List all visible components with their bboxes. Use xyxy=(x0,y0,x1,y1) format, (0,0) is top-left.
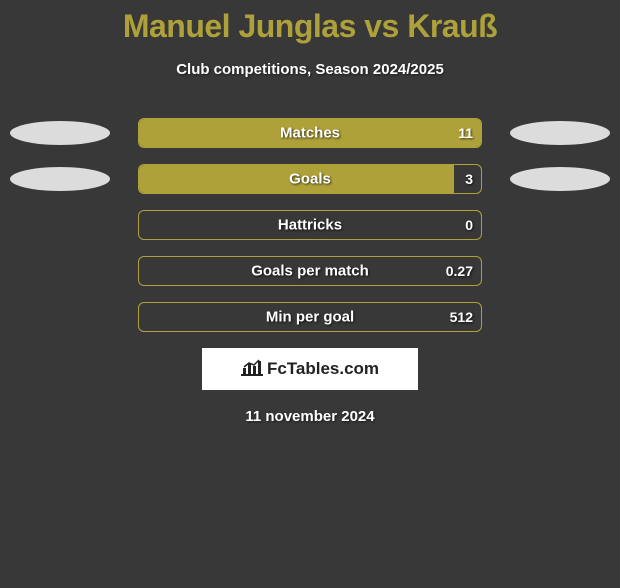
stat-label: Goals per match xyxy=(139,263,481,280)
stat-bar: Hattricks0 xyxy=(138,210,482,240)
date-label: 11 november 2024 xyxy=(0,408,620,425)
stat-bar: Matches11 xyxy=(138,118,482,148)
stat-row: Matches11 xyxy=(0,118,620,148)
logo-text: FcTables.com xyxy=(267,359,379,379)
stat-value: 512 xyxy=(450,309,473,325)
chart-icon xyxy=(241,358,263,381)
stat-row: Hattricks0 xyxy=(0,210,620,240)
stat-value: 11 xyxy=(458,125,473,141)
player-right-indicator xyxy=(510,121,610,145)
logo-box: FcTables.com xyxy=(202,348,418,390)
stat-label: Matches xyxy=(139,125,481,142)
page-subtitle: Club competitions, Season 2024/2025 xyxy=(0,61,620,78)
page-title: Manuel Junglas vs Krauß xyxy=(0,8,620,45)
stat-label: Min per goal xyxy=(139,309,481,326)
stat-row: Goals per match0.27 xyxy=(0,256,620,286)
stat-row: Goals3 xyxy=(0,164,620,194)
stat-bar: Goals per match0.27 xyxy=(138,256,482,286)
stat-label: Hattricks xyxy=(139,217,481,234)
player-right-indicator xyxy=(510,167,610,191)
stat-row: Min per goal512 xyxy=(0,302,620,332)
stat-bar: Min per goal512 xyxy=(138,302,482,332)
stat-bar: Goals3 xyxy=(138,164,482,194)
stat-value: 3 xyxy=(465,171,473,187)
stat-label: Goals xyxy=(139,171,481,188)
stat-value: 0 xyxy=(465,217,473,233)
player-left-indicator xyxy=(10,121,110,145)
stat-value: 0.27 xyxy=(446,263,473,279)
player-left-indicator xyxy=(10,167,110,191)
chart-area: Matches11 Goals3 Hattricks0 Goals per match… xyxy=(0,118,620,332)
